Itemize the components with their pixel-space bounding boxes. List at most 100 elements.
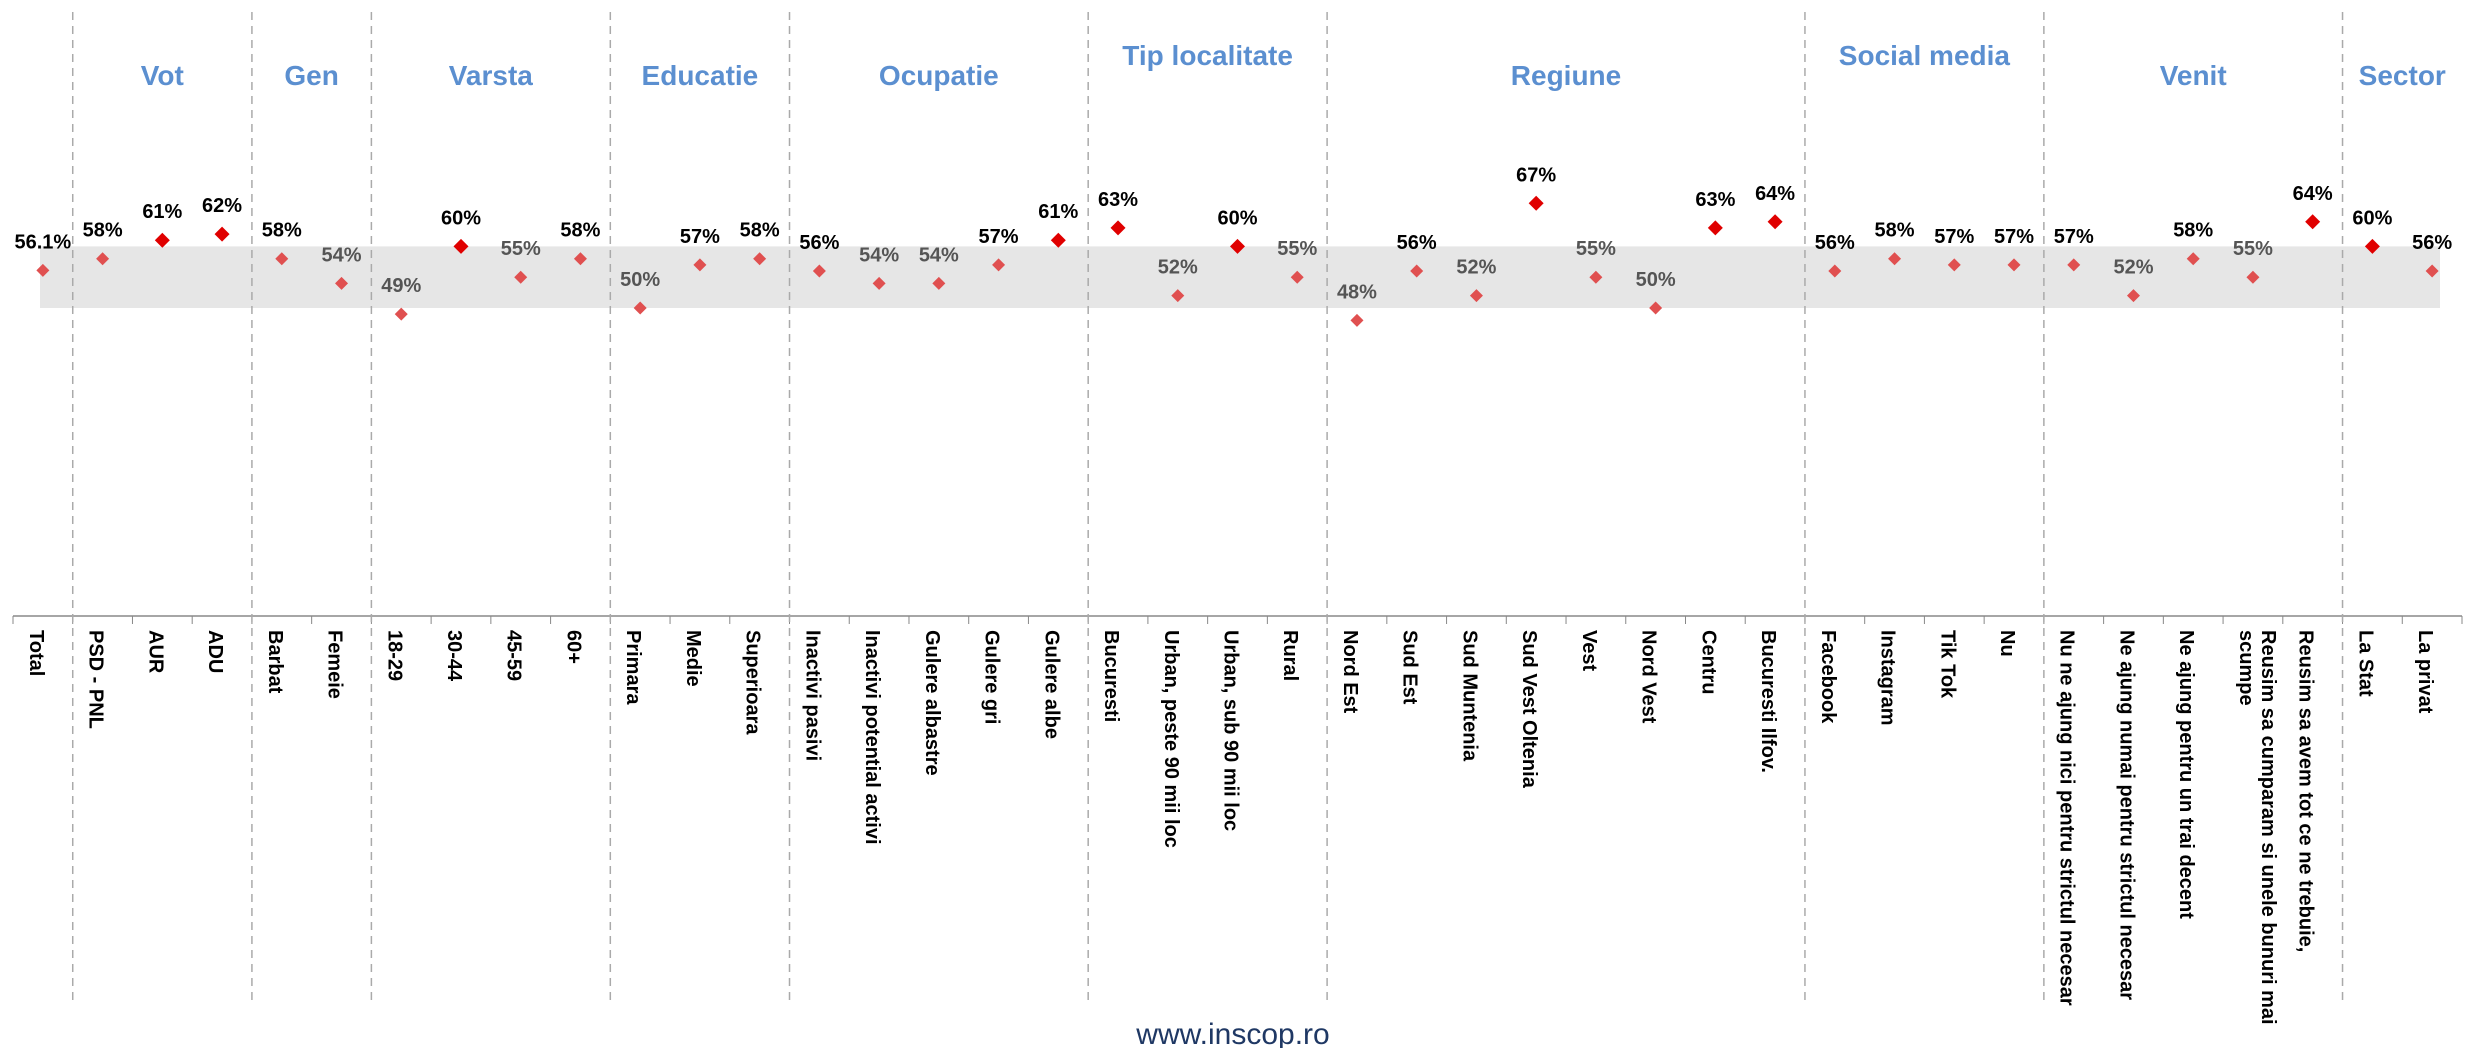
data-point — [1589, 270, 1603, 284]
x-tick-label: Gulere albastre — [920, 630, 943, 776]
x-tick-label: Nu ne ajung nici pentru strictul necesar — [2055, 630, 2078, 1006]
data-label: 48% — [1337, 281, 1377, 303]
data-label: 58% — [740, 220, 780, 242]
data-label: 61% — [1038, 201, 1078, 223]
data-point — [2007, 258, 2021, 272]
group-label: Regiune — [1510, 60, 1622, 91]
x-tick-label: Bucuresti — [1100, 630, 1123, 723]
data-label: 67% — [1516, 164, 1556, 186]
data-label: 55% — [501, 238, 541, 260]
x-tick-label: Tik Tok — [1936, 630, 1959, 699]
data-point — [1050, 232, 1066, 248]
data-point — [1469, 289, 1483, 303]
data-point — [335, 276, 349, 290]
x-tick-label: Ne ajung pentru un trai decent — [2175, 630, 2198, 919]
data-label: 54% — [919, 244, 959, 266]
data-label: 63% — [1695, 189, 1735, 211]
data-label: 61% — [142, 201, 182, 223]
data-point — [1947, 258, 1961, 272]
x-tick-label: 60+ — [562, 630, 585, 664]
x-tick-label: AUR — [144, 630, 167, 674]
group-label: Venit — [2159, 60, 2227, 91]
data-label: 50% — [620, 269, 660, 291]
x-tick-label: Femeie — [323, 630, 346, 699]
data-label: 57% — [1934, 226, 1974, 248]
group-label: Gen — [284, 60, 339, 91]
x-tick-label: PSD - PNL — [84, 630, 107, 729]
x-tick-label: 30-44 — [442, 630, 465, 682]
data-label: 60% — [441, 207, 481, 229]
data-point — [2186, 252, 2200, 266]
data-point — [514, 270, 528, 284]
x-tick-label: Nord Est — [1338, 630, 1361, 714]
data-point — [753, 252, 767, 266]
data-point — [2246, 270, 2260, 284]
data-label: 58% — [2173, 220, 2213, 242]
data-label: 52% — [1456, 257, 1496, 279]
data-point — [275, 252, 289, 266]
data-point — [1110, 220, 1126, 236]
x-tick-label: La Stat — [2354, 630, 2377, 697]
x-tick-label: Rural — [1279, 630, 1302, 682]
x-tick-label: Nu — [1996, 630, 2018, 657]
group-label: Sector — [2358, 60, 2446, 91]
data-label: 52% — [1158, 257, 1198, 279]
group-label: Social media — [1838, 40, 2010, 71]
data-label: 58% — [1875, 220, 1915, 242]
group-label: Educatie — [641, 60, 759, 91]
data-point — [1410, 264, 1424, 278]
data-point — [1707, 220, 1723, 236]
data-point — [573, 252, 587, 266]
data-label: 60% — [1217, 207, 1257, 229]
data-label: 57% — [680, 226, 720, 248]
group-label: Ocupatie — [878, 60, 999, 91]
data-label: 54% — [322, 244, 362, 266]
data-point — [932, 276, 946, 290]
x-tick-label: Primara — [622, 630, 645, 705]
data-label: 63% — [1098, 189, 1138, 211]
x-tick-label: Inactivi potential activi — [861, 630, 884, 845]
reference-band — [40, 246, 2440, 308]
x-tick-label: Total — [24, 630, 47, 677]
data-point — [1828, 264, 1842, 278]
data-point — [693, 258, 707, 272]
x-tick-label: Superioara — [741, 630, 764, 735]
data-point — [453, 238, 469, 254]
x-tick-label: Vest — [1577, 630, 1600, 672]
x-tick-label: Ne ajung numai pentru strictul necesar — [2115, 630, 2138, 1001]
x-tick-label: Nord Vest — [1637, 630, 1660, 724]
data-label: 54% — [859, 244, 899, 266]
data-label: 57% — [1994, 226, 2034, 248]
data-label: 56% — [799, 232, 839, 254]
data-point — [1230, 238, 1245, 254]
x-tick-label: Gulere gri — [980, 630, 1003, 725]
data-label: 56% — [1815, 232, 1855, 254]
x-tick-label: Instagram — [1876, 630, 1899, 726]
data-label: 49% — [381, 275, 421, 297]
x-tick-label: Urban, sub 90 mii loc — [1219, 630, 1242, 832]
data-label: 57% — [979, 226, 1019, 248]
data-point — [2364, 238, 2380, 254]
data-point — [2067, 258, 2081, 272]
data-point — [1649, 301, 1663, 315]
data-point — [1171, 289, 1185, 303]
x-tick-label: La privat — [2414, 630, 2437, 714]
data-point — [394, 307, 408, 321]
data-label: 64% — [1755, 183, 1795, 205]
x-tick-label: Centru — [1697, 630, 1720, 695]
data-label: 52% — [2113, 257, 2153, 279]
x-tick-label: Barbat — [263, 630, 286, 694]
x-tick-label: ADU — [204, 630, 227, 674]
x-tick-label: Sud Vest Oltenia — [1518, 630, 1541, 788]
x-tick-label: Urban, peste 90 mii loc — [1159, 630, 1182, 848]
data-label: 62% — [202, 195, 242, 217]
x-tick-label: Sud Est — [1398, 630, 1421, 705]
data-label: 55% — [1576, 238, 1616, 260]
data-point — [214, 226, 230, 242]
group-label: Tip localitate — [1122, 40, 1293, 71]
x-tick-label: Inactivi pasivi — [801, 630, 824, 762]
data-point — [2126, 289, 2140, 303]
x-tick-label: Facebook — [1816, 630, 1839, 724]
data-point — [36, 263, 50, 277]
